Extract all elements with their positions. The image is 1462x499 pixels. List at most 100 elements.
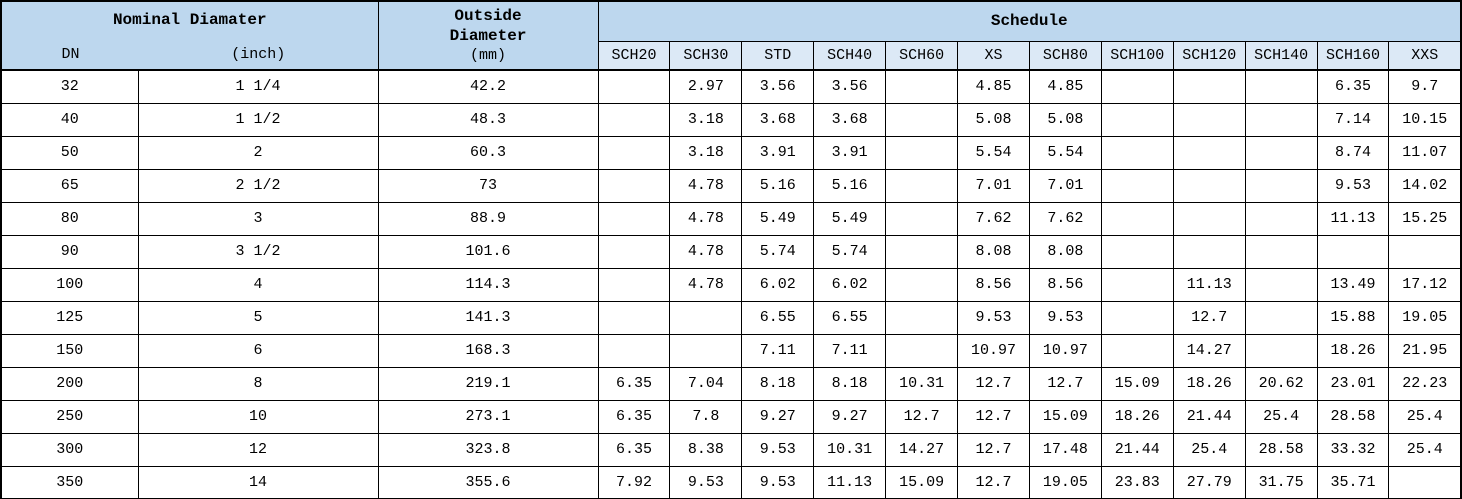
schedule-value-cell: 12.7 [957, 399, 1030, 434]
schedule-value-cell: 5.54 [1028, 135, 1102, 170]
schedule-value-cell: 6.55 [813, 300, 887, 335]
schedule-value-cell: 11.13 [1172, 267, 1246, 302]
table-header: Nominal Diamater DN (inch) Outside Diame… [0, 0, 1462, 71]
schedule-value-cell: 6.55 [741, 300, 815, 335]
inch-cell: 5 [137, 300, 379, 335]
schedule-value-cell: 8.38 [669, 432, 743, 467]
inch-cell: 2 [137, 135, 379, 170]
schedule-header: Schedule [597, 0, 1462, 42]
schedule-value-cell [597, 102, 671, 137]
schedule-value-cell: 8.18 [813, 366, 887, 401]
schedule-value-cell [885, 102, 959, 137]
table-row: 150 6 168.3 7.11 7.11 10.97 10.97 14.27 … [0, 333, 1462, 368]
schedule-value-cell: 5.54 [957, 135, 1030, 170]
table-row: 40 1 1/2 48.3 3.18 3.68 3.68 5.08 5.08 7… [0, 102, 1462, 137]
schedule-value-cell: 6.35 [1316, 69, 1390, 104]
schedule-value-cell: 3.18 [669, 102, 743, 137]
schedule-value-cell: 6.02 [813, 267, 887, 302]
schedule-value-cell: 21.44 [1100, 432, 1174, 467]
schedule-value-cell: 3.91 [741, 135, 815, 170]
table-row: 50 2 60.3 3.18 3.91 3.91 5.54 5.54 8.74 … [0, 135, 1462, 170]
inch-cell: 12 [137, 432, 379, 467]
schedule-value-cell: 3.68 [741, 102, 815, 137]
dn-cell: 80 [0, 201, 139, 236]
schedule-value-cell [885, 234, 959, 269]
schedule-value-cell: 12.7 [1028, 366, 1102, 401]
od-cell: 73 [377, 168, 599, 203]
schedule-value-cell: 5.49 [813, 201, 887, 236]
dn-column-label: DN [61, 46, 80, 63]
table-row: 300 12 323.8 6.35 8.38 9.53 10.31 14.27 … [0, 432, 1462, 467]
schedule-value-cell [597, 135, 671, 170]
schedule-value-cell [1172, 69, 1246, 104]
schedule-value-cell: 11.13 [813, 465, 887, 499]
table-row: 32 1 1/4 42.2 2.97 3.56 3.56 4.85 4.85 6… [0, 69, 1462, 104]
dn-cell: 65 [0, 168, 139, 203]
table-row: 250 10 273.1 6.35 7.8 9.27 9.27 12.7 12.… [0, 399, 1462, 434]
outside-diameter-title-line2: Diameter [449, 27, 527, 45]
schedule-value-cell: 7.14 [1316, 102, 1390, 137]
inch-cell: 1 1/4 [137, 69, 379, 104]
schedule-value-cell [885, 333, 959, 368]
schedule-value-cell: 10.31 [813, 432, 887, 467]
schedule-value-cell [597, 267, 671, 302]
schedule-value-cell: 3.56 [741, 69, 815, 104]
schedule-value-cell: 10.31 [885, 366, 959, 401]
schedule-value-cell: 2.97 [669, 69, 743, 104]
schedule-value-cell [1172, 201, 1246, 236]
schedule-value-cell [885, 135, 959, 170]
od-cell: 114.3 [377, 267, 599, 302]
schedule-value-cell [1316, 234, 1390, 269]
schedule-column-header-sch40: SCH40 [813, 40, 887, 71]
schedule-value-cell: 25.4 [1244, 399, 1318, 434]
schedule-value-cell [1172, 168, 1246, 203]
schedule-value-cell [1100, 234, 1174, 269]
dn-cell: 32 [0, 69, 139, 104]
schedule-value-cell: 12.7 [957, 465, 1030, 499]
schedule-value-cell [1100, 201, 1174, 236]
schedule-value-cell: 14.27 [1172, 333, 1246, 368]
table-row: 350 14 355.6 7.92 9.53 9.53 11.13 15.09 … [0, 465, 1462, 499]
inch-cell: 10 [137, 399, 379, 434]
schedule-value-cell: 10.97 [1028, 333, 1102, 368]
schedule-value-cell: 15.25 [1388, 201, 1462, 236]
schedule-value-cell: 33.32 [1316, 432, 1390, 467]
schedule-value-cell: 25.4 [1388, 432, 1462, 467]
schedule-value-cell: 9.27 [813, 399, 887, 434]
schedule-value-cell: 11.07 [1388, 135, 1462, 170]
schedule-value-cell: 6.35 [597, 366, 671, 401]
schedule-column-header-sch160: SCH160 [1316, 40, 1390, 71]
od-cell: 60.3 [377, 135, 599, 170]
schedule-value-cell [597, 333, 671, 368]
nominal-diameter-title: Nominal Diamater [112, 11, 267, 29]
schedule-value-cell: 7.92 [597, 465, 671, 499]
schedule-value-cell: 22.23 [1388, 366, 1462, 401]
schedule-value-cell: 25.4 [1172, 432, 1246, 467]
schedule-value-cell: 5.16 [813, 168, 887, 203]
schedule-column-header-sch60: SCH60 [885, 40, 959, 71]
schedule-value-cell: 19.05 [1388, 300, 1462, 335]
inch-cell: 3 1/2 [137, 234, 379, 269]
od-cell: 273.1 [377, 399, 599, 434]
schedule-value-cell: 7.62 [1028, 201, 1102, 236]
dn-cell: 100 [0, 267, 139, 302]
schedule-value-cell: 4.78 [669, 168, 743, 203]
schedule-value-cell: 9.53 [1316, 168, 1390, 203]
schedule-column-header-xxs: XXS [1388, 40, 1462, 71]
schedule-value-cell: 8.08 [957, 234, 1030, 269]
schedule-value-cell [1100, 333, 1174, 368]
schedule-value-cell: 14.27 [885, 432, 959, 467]
schedule-column-header-std: STD [741, 40, 815, 71]
dn-cell: 150 [0, 333, 139, 368]
inch-cell: 2 1/2 [137, 168, 379, 203]
od-cell: 219.1 [377, 366, 599, 401]
schedule-column-header-sch140: SCH140 [1244, 40, 1318, 71]
schedule-title: Schedule [990, 12, 1068, 31]
od-cell: 101.6 [377, 234, 599, 269]
schedule-value-cell [1100, 168, 1174, 203]
schedule-value-cell [1244, 333, 1318, 368]
schedule-value-cell: 4.78 [669, 234, 743, 269]
schedule-value-cell: 19.05 [1028, 465, 1102, 499]
schedule-value-cell [1244, 168, 1318, 203]
schedule-value-cell: 12.7 [957, 432, 1030, 467]
